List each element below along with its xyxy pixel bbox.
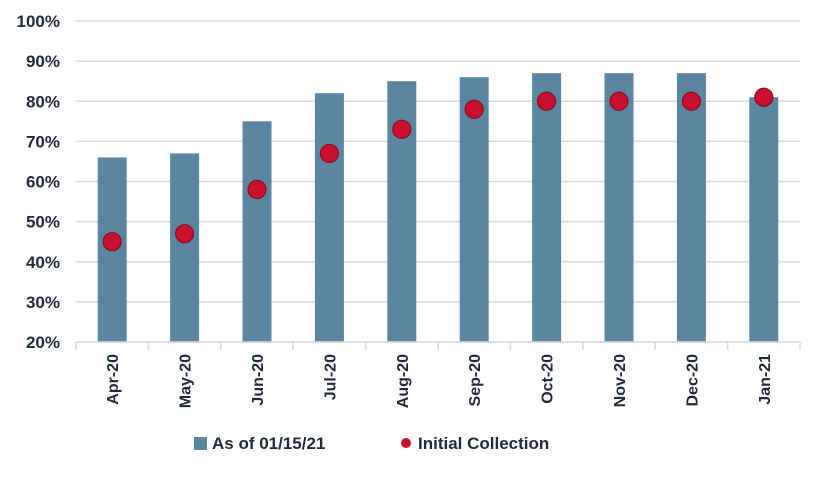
dot (102, 232, 122, 252)
bar (314, 93, 344, 342)
bar (532, 73, 562, 342)
dot (536, 91, 557, 111)
y-tick-label: 30% (26, 293, 60, 312)
x-axis: Apr-20 May-20 Jun-20 Jul-20 Aug-20 Sep-20 Oct-… (75, 341, 801, 408)
y-axis: 20% 30% 40% 50% 60% 70% 80% 90% 100% (17, 12, 60, 352)
bar (242, 121, 272, 342)
bar-series (97, 73, 779, 343)
dot (319, 143, 339, 164)
dot (754, 87, 774, 107)
x-tick-label: Jul-20 (322, 354, 339, 400)
x-tick-label: Oct-20 (540, 354, 557, 404)
x-tick-label: May-20 (178, 354, 195, 408)
y-tick-label: 50% (26, 213, 60, 232)
y-tick-label: 60% (26, 173, 60, 192)
bar (604, 73, 634, 342)
dot (247, 179, 267, 200)
y-tick-label: 80% (26, 92, 60, 111)
x-tick-label: Dec-20 (684, 354, 701, 407)
bar (170, 153, 200, 342)
legend-dot-label: Initial Collection (418, 434, 549, 453)
y-tick-label: 20% (26, 333, 60, 352)
dot-series (102, 87, 774, 252)
legend: As of 01/15/21 Initial Collection (194, 434, 549, 453)
x-tick-label: Jun-20 (250, 354, 267, 406)
dot (175, 224, 195, 244)
dot (609, 91, 629, 111)
dot (681, 91, 702, 111)
dot (392, 119, 412, 139)
y-tick-label: 70% (26, 132, 60, 151)
x-tick-label: Apr-20 (105, 354, 122, 405)
y-tick-label: 40% (26, 253, 60, 272)
x-tick-label: Sep-20 (467, 354, 484, 407)
legend-dot-swatch (401, 438, 411, 448)
x-tick-label: Jan-21 (757, 354, 774, 405)
x-tick-label: Nov-20 (612, 354, 629, 407)
legend-bar-swatch (194, 437, 207, 450)
x-tick-label: Aug-20 (395, 354, 412, 408)
y-tick-label: 100% (17, 12, 60, 31)
dot (464, 99, 484, 119)
bar (459, 77, 489, 343)
bar (749, 97, 779, 342)
y-tick-label: 90% (26, 52, 60, 71)
legend-bar-label: As of 01/15/21 (212, 434, 325, 453)
bar (676, 73, 706, 342)
